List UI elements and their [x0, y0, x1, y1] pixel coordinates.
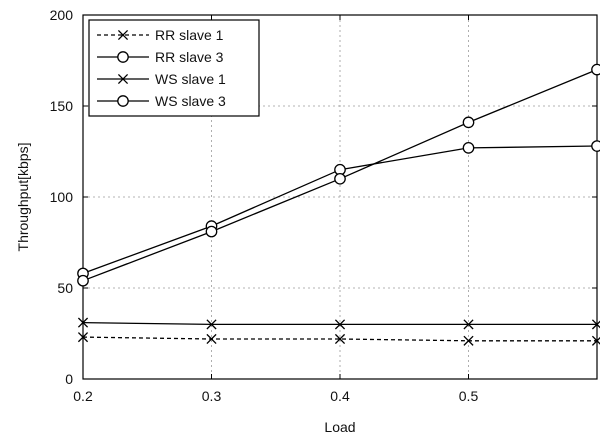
legend-marker	[117, 29, 129, 41]
series-rr-slave-1	[77, 332, 600, 346]
data-point-rr-slave-1-stroke-b	[591, 336, 600, 346]
data-point-ws-slave-1	[463, 319, 474, 330]
data-point-ws-slave-1	[206, 319, 217, 330]
legend-label: RR slave 1	[155, 27, 224, 43]
legend-marker-stroke-b	[117, 29, 129, 41]
data-point-ws-slave-1-stroke-b	[334, 319, 346, 330]
y-tick-label: 100	[50, 189, 74, 205]
y-tick-label: 200	[50, 7, 74, 23]
axis-ticks: 0.2 0.3 0.4 0.5 0 50 100 150 200	[50, 7, 597, 404]
data-point-ws-slave-1	[77, 317, 89, 328]
data-point-rr-slave-3	[591, 140, 600, 152]
y-axis-label: Throughput[kbps]	[15, 143, 31, 252]
legend-label: WS slave 3	[155, 93, 226, 109]
legend-marker	[117, 95, 129, 107]
legend-entry-rr-slave-3: RR slave 3	[97, 49, 224, 65]
legend-label: RR slave 3	[155, 49, 224, 65]
data-point-rr-slave-1-stroke-b	[463, 335, 474, 346]
data-point-rr-slave-1	[591, 335, 600, 346]
x-tick-label: 0.3	[202, 388, 222, 404]
data-point-ws-slave-3	[205, 225, 218, 238]
y-tick-label: 150	[50, 98, 74, 114]
series-ws-slave-3	[77, 63, 600, 287]
legend-entry-ws-slave-1: WS slave 1	[97, 71, 226, 87]
data-point-rr-slave-1	[463, 335, 474, 346]
data-point-ws-slave-1	[591, 319, 600, 330]
x-tick-label: 0.4	[330, 388, 350, 404]
series-line-rr-slave-1	[82, 336, 597, 342]
data-point-rr-slave-1-stroke-b	[206, 333, 217, 345]
data-point-rr-slave-3	[462, 142, 475, 154]
x-tick-label: 0.2	[73, 388, 93, 404]
legend-label: WS slave 1	[155, 71, 226, 87]
x-tick-label: 0.5	[459, 388, 479, 404]
legend-entry-rr-slave-1: RR slave 1	[97, 27, 224, 43]
data-point-ws-slave-1-stroke-b	[591, 320, 600, 330]
data-point-ws-slave-1-stroke-b	[206, 319, 217, 330]
legend-entry-ws-slave-3: WS slave 3	[97, 93, 226, 109]
data-point-ws-slave-3	[77, 274, 89, 287]
data-point-rr-slave-1	[334, 333, 346, 345]
data-point-ws-slave-3	[334, 172, 346, 185]
data-point-ws-slave-1-stroke-b	[463, 319, 474, 330]
data-series	[77, 63, 600, 346]
y-tick-label: 50	[57, 280, 73, 296]
data-point-ws-slave-1-stroke-b	[77, 317, 89, 328]
series-ws-slave-1	[77, 317, 600, 330]
data-point-ws-slave-3	[591, 63, 600, 76]
legend-marker-stroke-b	[117, 73, 129, 85]
y-tick-label: 0	[65, 371, 73, 387]
data-point-ws-slave-1	[334, 319, 346, 330]
data-point-rr-slave-1-stroke-b	[77, 332, 89, 343]
data-point-rr-slave-1	[206, 333, 217, 345]
legend-box	[88, 19, 260, 117]
data-point-ws-slave-3	[462, 116, 475, 129]
legend-marker	[117, 73, 129, 85]
data-point-rr-slave-1	[77, 332, 89, 343]
data-point-rr-slave-1-stroke-b	[334, 333, 346, 345]
legend: RR slave 1 RR slave 3 WS slave 1 WS slave 3	[88, 19, 260, 117]
legend-marker	[117, 51, 129, 63]
x-axis-label: Load	[324, 419, 355, 435]
